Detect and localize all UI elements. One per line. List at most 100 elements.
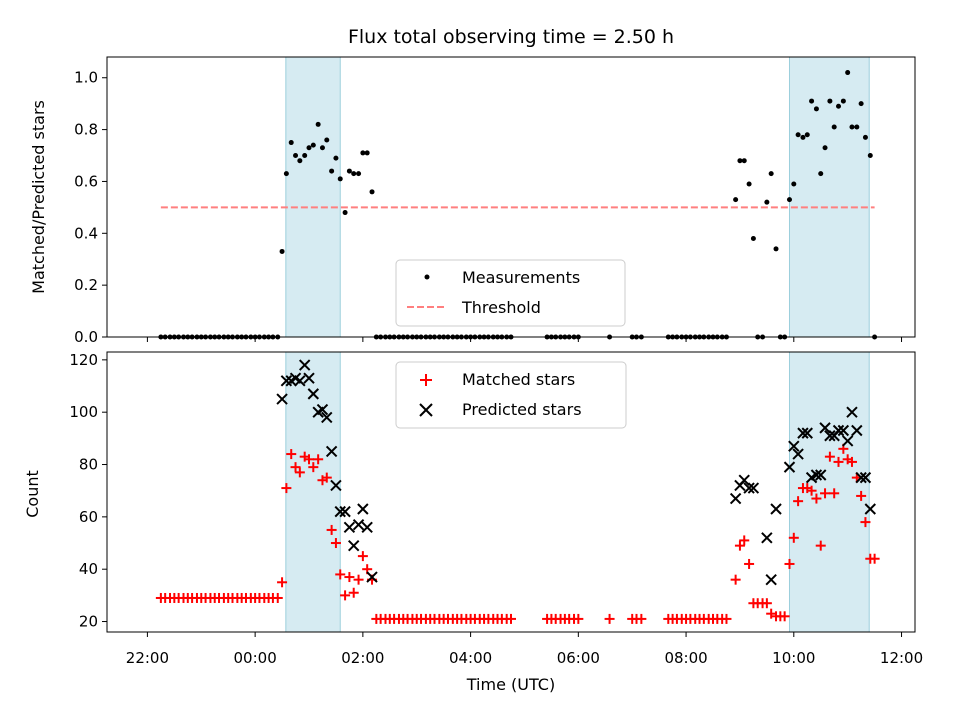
y-tick-label: 0.6 (74, 172, 98, 190)
top-y-ticks: 0.0 0.2 0.4 0.6 0.8 1.0 (74, 69, 107, 346)
bottom-x-ticks: 22:00 00:00 02:00 04:00 06:00 08:00 10:00 12:00 (126, 632, 923, 667)
predicted-stars-point (761, 532, 773, 544)
x-tick-label: 02:00 (341, 649, 384, 667)
matched-stars-point (636, 613, 647, 624)
top-panel: Flux total observing time = 2.50 h Match… (29, 26, 916, 346)
predicted-stars-point (307, 388, 320, 400)
measurement-point (329, 168, 335, 174)
measurement-point (795, 132, 801, 138)
legend-measurements-label: Measurements (462, 268, 580, 287)
top-legend: Measurements Threshold (395, 259, 626, 327)
x-tick-label: 06:00 (557, 649, 600, 667)
measurement-point (768, 171, 774, 177)
matched-stars-point (793, 496, 804, 507)
y-tick-label: 0.4 (74, 224, 98, 242)
measurement-point (342, 210, 348, 216)
predicted-stars-point (841, 435, 854, 447)
predicted-stars-point (339, 505, 351, 518)
predicted-stars-point (729, 492, 742, 505)
predicted-stars-point (801, 427, 813, 439)
measurement-point (360, 150, 366, 156)
matched-stars-point (281, 483, 292, 494)
measurement-point (800, 134, 806, 140)
y-tick-label: 1.0 (74, 69, 98, 87)
predicted-stars-point (859, 471, 872, 484)
bottom-y-ticks: 20 40 60 80 100 120 (69, 351, 107, 631)
matched-stars-point (829, 488, 840, 499)
measurement-point (867, 153, 873, 159)
matched-stars-point (779, 611, 790, 622)
measurement-point (315, 121, 321, 127)
measurement-point (333, 155, 339, 161)
y-tick-label: 0.0 (74, 328, 98, 346)
measurement-point (822, 145, 828, 151)
bottom-panel: Count Time (UTC) 20 40 60 80 100 120 22:00 00:… (23, 351, 923, 694)
x-tick-label: 10:00 (772, 649, 815, 667)
predicted-stars-point (770, 503, 782, 515)
predicted-stars-point (837, 424, 850, 437)
measurement-point (733, 197, 739, 203)
observing-window-span (285, 351, 341, 633)
legend-measurements-marker (424, 274, 430, 280)
measurement-point (319, 145, 325, 151)
predicted-stars-point (783, 461, 796, 473)
legend-matched-label: Matched stars (462, 370, 575, 389)
predicted-stars-point (325, 445, 338, 458)
legend-threshold-label: Threshold (461, 298, 541, 317)
measurement-point (293, 153, 299, 159)
matched-stars-point (744, 558, 755, 569)
matched-stars-point (313, 454, 324, 465)
predicted-stars-point (316, 403, 329, 416)
predicted-stars-point (819, 422, 831, 434)
measurement-point (845, 70, 851, 76)
matched-stars-point (604, 613, 615, 624)
matched-stars-point (761, 598, 772, 609)
predicted-stars-point (298, 359, 311, 371)
y-tick-label: 40 (79, 560, 98, 578)
measurement-point (297, 158, 303, 164)
x-tick-label: 22:00 (126, 649, 169, 667)
matched-stars-point (824, 451, 835, 462)
measurement-point (804, 132, 810, 138)
matched-stars-point (833, 456, 844, 467)
measurement-point (306, 145, 312, 151)
predicted-stars-point (348, 539, 360, 552)
matched-stars-point (357, 551, 368, 562)
top-shaded-spans (285, 56, 870, 338)
matched-stars-point (304, 454, 314, 465)
bottom-plot-frame (106, 351, 916, 633)
predicted-stars-point (832, 424, 845, 437)
measurement-point (858, 101, 864, 107)
predicted-stars-point (788, 440, 800, 452)
matched-stars-point (506, 613, 516, 624)
measurement-point (854, 124, 860, 130)
measurement-point (364, 150, 370, 156)
measurement-point (337, 176, 343, 182)
measurement-point (827, 98, 833, 104)
matched-stars-point (286, 449, 297, 460)
matched-stars-point (573, 613, 584, 624)
matched-stars-point (784, 558, 795, 569)
observing-window-span (788, 56, 870, 338)
predicted-stars-point (743, 482, 755, 494)
y-tick-label: 20 (79, 613, 98, 631)
predicted-stars-point (792, 448, 804, 460)
predicted-stars-point (330, 479, 342, 492)
measurement-point (773, 246, 779, 252)
matched-stars-point (734, 540, 745, 551)
matched-stars-point (330, 538, 341, 549)
measurement-point (288, 140, 294, 146)
x-tick-label: 00:00 (234, 649, 277, 667)
predicted-stars-point (352, 519, 365, 531)
measurement-point (737, 158, 743, 164)
measurement-point (813, 106, 819, 112)
measurement-point (764, 199, 770, 205)
y-tick-label: 100 (69, 403, 98, 421)
predicted-stars-point (797, 427, 809, 439)
predicted-stars-point (276, 393, 288, 405)
measurement-point (351, 171, 357, 177)
bottom-legend: Matched stars Predicted stars (395, 361, 627, 429)
matched-stars-point (344, 572, 355, 583)
y-tick-label: 120 (69, 351, 98, 369)
